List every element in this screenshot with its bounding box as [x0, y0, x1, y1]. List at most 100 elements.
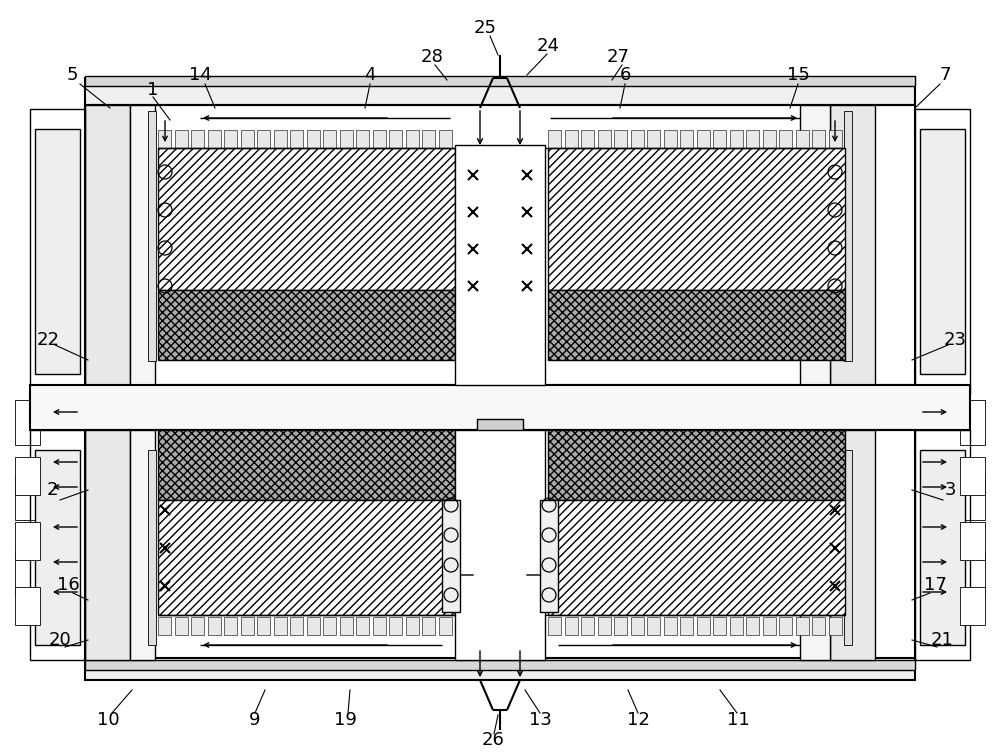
Bar [631, 130, 644, 148]
Text: 4: 4 [364, 66, 376, 84]
Bar [779, 617, 792, 635]
Bar [779, 130, 792, 148]
Bar [763, 617, 776, 635]
Bar [614, 617, 627, 635]
Bar [844, 111, 852, 361]
Bar [713, 617, 726, 635]
Bar [763, 130, 776, 148]
Bar [85, 105, 915, 385]
Bar [35, 450, 80, 645]
Text: 26: 26 [482, 731, 504, 749]
Text: 21: 21 [931, 631, 953, 649]
Bar [85, 430, 130, 660]
Text: 25: 25 [474, 19, 496, 37]
Bar [730, 130, 742, 148]
Text: 10: 10 [97, 711, 119, 729]
Bar [800, 105, 830, 385]
Bar [960, 400, 985, 445]
Bar [960, 522, 985, 560]
Text: 6: 6 [619, 66, 631, 84]
Bar [208, 130, 220, 148]
Bar [680, 617, 693, 635]
Bar [800, 430, 830, 660]
Bar [240, 617, 254, 635]
Bar [713, 130, 726, 148]
Bar [85, 78, 915, 105]
Bar [158, 500, 455, 615]
Bar [548, 617, 561, 635]
Bar [915, 109, 970, 394]
Bar [224, 130, 237, 148]
Bar [323, 617, 336, 635]
Bar [158, 617, 171, 635]
Bar [664, 130, 676, 148]
Bar [598, 617, 610, 635]
Bar [812, 130, 825, 148]
Text: 9: 9 [249, 711, 261, 729]
Bar [540, 500, 558, 612]
Bar [85, 76, 915, 86]
Bar [290, 617, 303, 635]
Bar [15, 400, 40, 445]
Bar [548, 130, 561, 148]
Bar [920, 450, 965, 645]
Bar [455, 145, 545, 385]
Bar [85, 430, 915, 660]
Bar [372, 617, 386, 635]
Bar [830, 430, 875, 660]
Text: 13: 13 [529, 711, 551, 729]
Bar [372, 130, 386, 148]
Bar [175, 130, 188, 148]
Bar [257, 130, 270, 148]
Bar [191, 130, 204, 148]
Bar [130, 105, 155, 385]
Bar [240, 130, 254, 148]
Text: 17: 17 [924, 576, 946, 594]
Text: 22: 22 [36, 331, 60, 349]
Text: 28: 28 [421, 48, 443, 66]
Bar [290, 130, 303, 148]
Bar [340, 130, 352, 148]
Bar [356, 130, 369, 148]
Text: 1: 1 [147, 81, 159, 99]
Bar [389, 130, 402, 148]
Bar [85, 105, 130, 385]
Bar [438, 130, 452, 148]
Bar [730, 617, 742, 635]
Text: 27: 27 [606, 48, 630, 66]
Bar [647, 617, 660, 635]
Bar [477, 419, 523, 434]
Bar [564, 617, 578, 635]
Bar [581, 130, 594, 148]
Text: 7: 7 [939, 66, 951, 84]
Bar [35, 129, 80, 374]
Bar [191, 617, 204, 635]
Bar [257, 617, 270, 635]
Bar [915, 430, 970, 660]
Text: 14: 14 [189, 66, 211, 84]
Text: 24: 24 [536, 37, 560, 55]
Bar [844, 450, 852, 645]
Bar [598, 130, 610, 148]
Bar [487, 437, 513, 455]
Bar [274, 130, 287, 148]
Text: 23: 23 [944, 331, 966, 349]
Bar [960, 475, 985, 520]
Bar [442, 500, 460, 612]
Bar [422, 130, 435, 148]
Bar [548, 290, 845, 360]
Bar [960, 550, 985, 595]
Bar [158, 430, 455, 500]
Bar [746, 617, 759, 635]
Text: 16: 16 [57, 576, 79, 594]
Bar [158, 290, 455, 360]
Bar [15, 457, 40, 495]
Bar [15, 587, 40, 625]
Bar [812, 617, 825, 635]
Bar [960, 457, 985, 495]
Bar [340, 617, 352, 635]
Bar [224, 617, 237, 635]
Bar [406, 130, 418, 148]
Bar [15, 475, 40, 520]
Bar [548, 148, 845, 290]
